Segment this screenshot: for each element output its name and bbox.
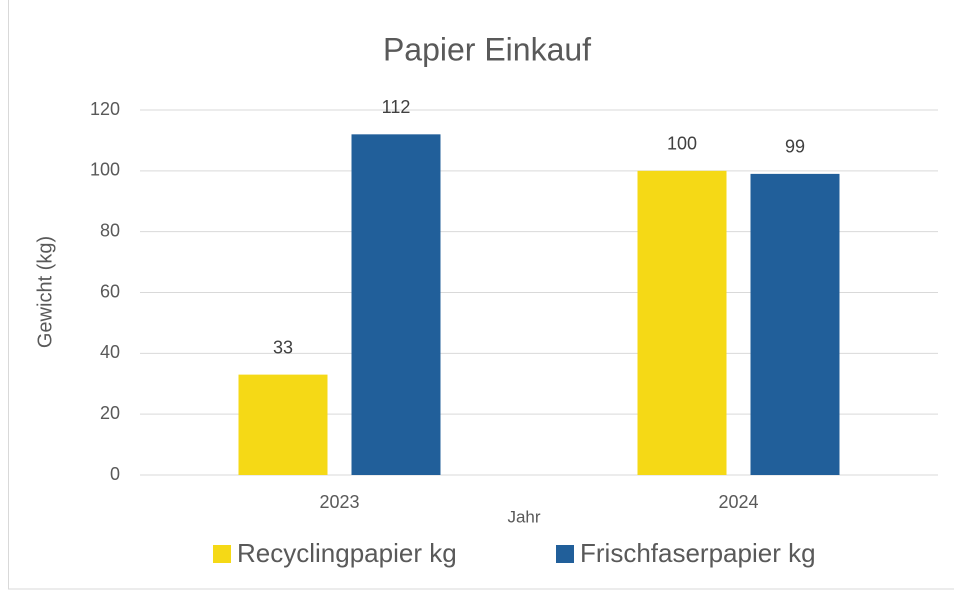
data-label: 33 <box>273 337 293 357</box>
data-label: 112 <box>382 97 411 117</box>
bar <box>637 170 727 476</box>
x-tick-label: 2023 <box>319 492 359 512</box>
legend-label: Frischfaserpapier kg <box>580 538 816 568</box>
y-tick-label: 40 <box>100 342 120 362</box>
bar <box>238 374 328 475</box>
y-tick-label: 0 <box>110 464 120 484</box>
legend-swatch <box>213 545 231 563</box>
y-tick-label: 100 <box>90 160 120 180</box>
legend-swatch <box>556 545 574 563</box>
y-tick-label: 120 <box>90 99 120 119</box>
y-axis-label: Gewicht (kg) <box>34 236 56 348</box>
data-label: 99 <box>785 137 805 157</box>
x-tick-label: 2024 <box>718 492 758 512</box>
x-axis-label: Jahr <box>507 507 540 526</box>
y-tick-label: 20 <box>100 403 120 423</box>
chart-title: Papier Einkauf <box>383 31 591 67</box>
bar <box>750 173 840 475</box>
bar <box>351 134 441 476</box>
y-tick-label: 80 <box>100 220 120 240</box>
legend-label: Recyclingpapier kg <box>237 538 457 568</box>
y-tick-label: 60 <box>100 281 120 301</box>
data-label: 100 <box>667 134 697 154</box>
